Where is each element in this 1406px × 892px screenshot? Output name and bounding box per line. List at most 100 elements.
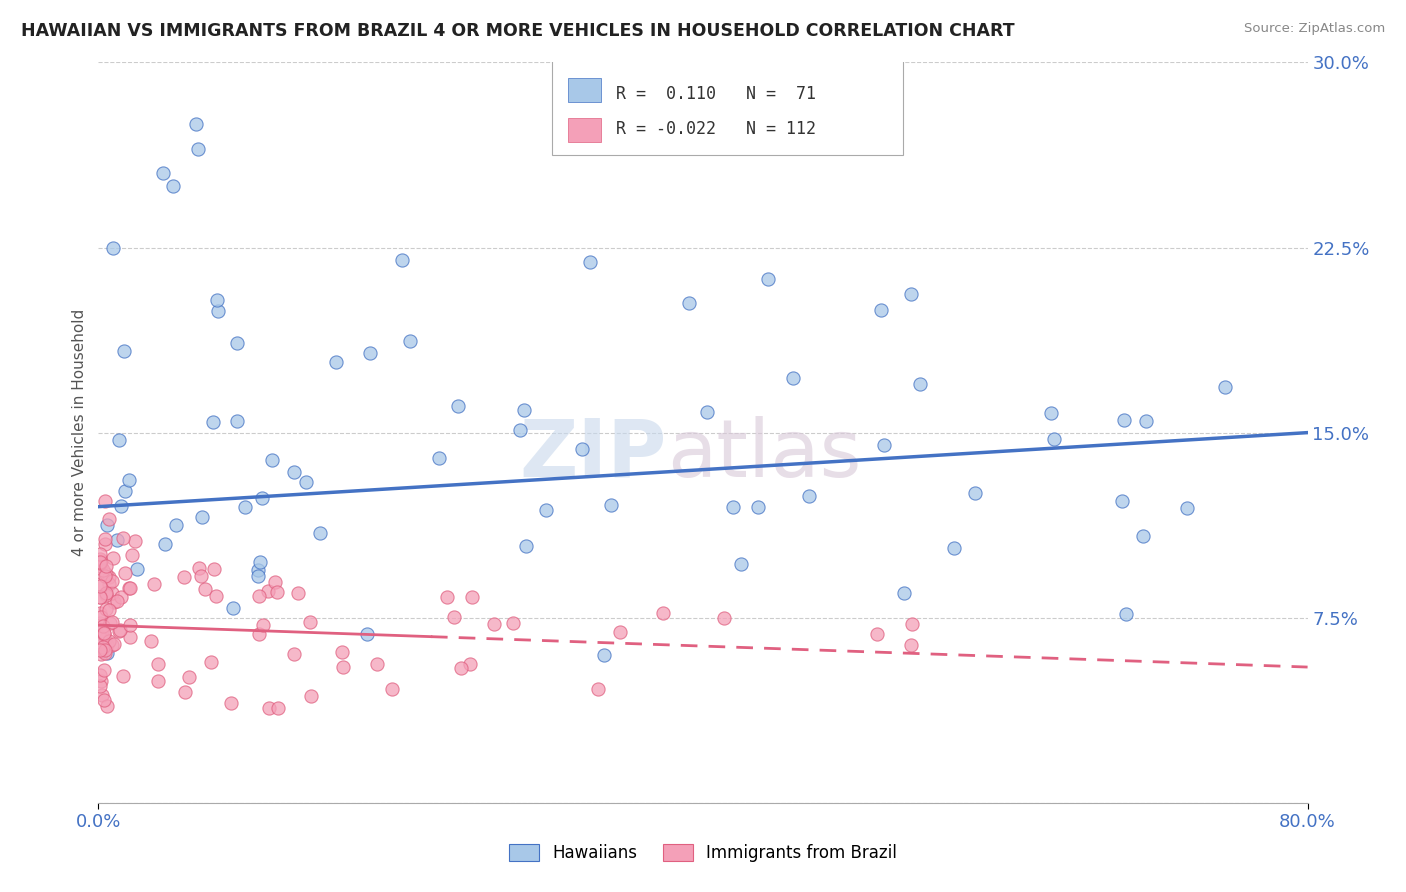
Point (325, 355, 347, 369)
Point (399, 334, 422, 348)
Point (146, 657, 169, 672)
Point (247, 627, 270, 641)
Point (247, 589, 270, 603)
Point (118, 473, 141, 487)
Point (89, 555, 111, 569)
Point (94, 602, 117, 616)
Point (98, 512, 121, 526)
Point (110, 590, 132, 604)
Point (89, 610, 111, 624)
Point (908, 377, 931, 392)
Point (1135, 415, 1157, 429)
Point (678, 295, 700, 310)
Point (965, 486, 987, 500)
Point (512, 403, 534, 417)
Point (90, 648, 112, 662)
Point (205, 293, 228, 307)
Point (359, 346, 381, 360)
Point (283, 647, 305, 661)
Point (89, 667, 111, 681)
Point (98, 616, 121, 631)
Point (730, 558, 752, 572)
Point (249, 555, 271, 569)
Point (94, 632, 117, 647)
Text: atlas: atlas (666, 416, 860, 494)
Point (294, 475, 316, 489)
Point (101, 574, 124, 589)
Point (101, 241, 124, 255)
Point (461, 590, 484, 604)
FancyBboxPatch shape (551, 59, 903, 155)
Point (651, 606, 673, 620)
Point (873, 438, 896, 452)
Point (93, 626, 115, 640)
Point (103, 637, 125, 651)
Point (89, 579, 111, 593)
Point (225, 336, 247, 351)
Point (96, 646, 118, 660)
Point (114, 566, 136, 580)
Point (252, 618, 274, 632)
Point (91, 563, 114, 577)
Point (1111, 494, 1133, 508)
Point (120, 630, 142, 644)
Point (90, 688, 112, 702)
Point (866, 626, 889, 640)
Point (205, 589, 228, 603)
Point (114, 483, 136, 498)
Point (200, 655, 222, 669)
Bar (568, 118, 602, 143)
Point (94, 588, 117, 602)
Point (1039, 406, 1062, 420)
Point (283, 465, 305, 479)
Point (110, 499, 132, 513)
Point (515, 539, 537, 553)
Y-axis label: 4 or more Vehicles in Household: 4 or more Vehicles in Household (72, 309, 87, 557)
Point (579, 254, 602, 268)
Point (1042, 433, 1064, 447)
Point (89, 616, 111, 631)
Point (250, 491, 273, 505)
Text: ZIP: ZIP (519, 416, 666, 494)
Bar (568, 78, 602, 103)
Point (111, 669, 134, 683)
Point (120, 618, 142, 632)
Point (118, 581, 141, 595)
Point (91, 619, 114, 633)
Point (110, 623, 132, 637)
Point (186, 117, 208, 131)
Point (235, 500, 257, 514)
Point (267, 701, 290, 715)
Point (153, 536, 176, 550)
Point (356, 626, 378, 640)
Point (194, 582, 217, 597)
Point (93, 663, 115, 677)
Point (101, 586, 124, 600)
Point (98, 603, 121, 617)
Point (107, 434, 129, 448)
Point (266, 584, 288, 599)
Point (94, 567, 117, 582)
Point (93, 532, 115, 546)
Point (534, 503, 557, 517)
Point (93, 536, 115, 550)
Point (696, 404, 718, 418)
Point (222, 600, 245, 615)
Point (162, 178, 184, 193)
Point (901, 616, 924, 631)
Point (89, 552, 111, 566)
Point (509, 423, 531, 437)
Point (90, 554, 112, 568)
Point (165, 517, 187, 532)
Point (202, 562, 225, 576)
Point (332, 660, 354, 674)
Point (299, 689, 322, 703)
Point (103, 595, 125, 609)
Point (94, 559, 117, 574)
Point (593, 648, 616, 662)
Text: R =  0.110   N =  71: R = 0.110 N = 71 (616, 85, 815, 103)
Point (391, 252, 413, 267)
Point (93, 693, 115, 707)
Point (450, 661, 472, 675)
Point (756, 271, 779, 285)
